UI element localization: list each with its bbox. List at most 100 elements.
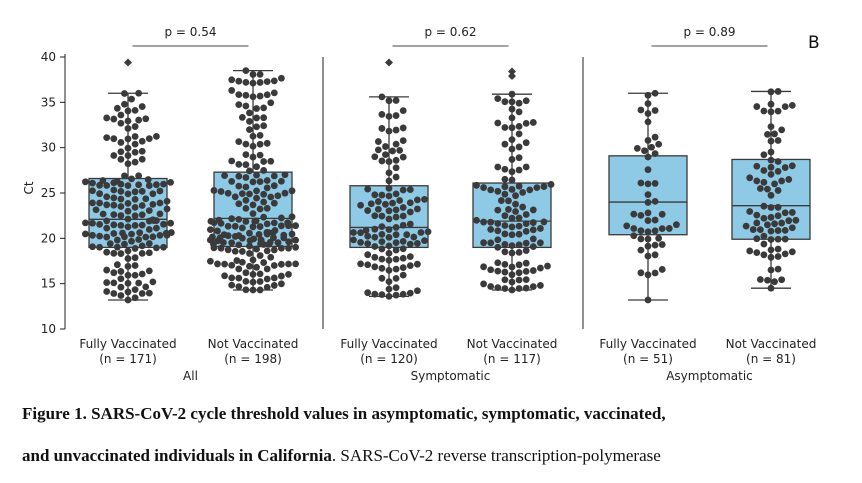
data-point bbox=[249, 71, 257, 78]
data-point bbox=[378, 125, 386, 132]
data-point bbox=[350, 229, 357, 236]
data-point bbox=[764, 130, 771, 138]
category-label: Not Vaccinated bbox=[208, 337, 299, 351]
data-point bbox=[529, 219, 537, 226]
data-point bbox=[260, 104, 268, 112]
category-count: (n = 171) bbox=[99, 352, 157, 366]
data-point bbox=[103, 201, 111, 209]
data-point bbox=[274, 239, 282, 247]
data-point bbox=[110, 135, 118, 143]
data-point bbox=[263, 220, 271, 228]
data-point bbox=[149, 216, 157, 224]
data-point bbox=[644, 242, 652, 250]
data-point bbox=[149, 233, 157, 241]
data-point bbox=[357, 229, 364, 237]
data-point bbox=[256, 70, 264, 78]
data-point bbox=[480, 184, 487, 191]
data-point bbox=[138, 187, 146, 195]
data-point bbox=[256, 252, 264, 259]
data-point bbox=[256, 223, 264, 230]
data-point bbox=[228, 87, 236, 94]
data-point bbox=[260, 158, 268, 165]
data-point bbox=[508, 223, 516, 231]
data-point bbox=[96, 243, 103, 251]
data-point bbox=[103, 217, 111, 225]
data-point bbox=[406, 289, 414, 297]
y-tick-label: 25 bbox=[41, 186, 56, 200]
data-point bbox=[292, 236, 299, 244]
data-point bbox=[131, 212, 139, 220]
data-point bbox=[242, 277, 250, 285]
data-point bbox=[124, 271, 132, 279]
outlier-marker bbox=[385, 58, 393, 67]
data-point bbox=[131, 158, 139, 166]
data-point bbox=[515, 154, 523, 162]
data-point bbox=[399, 153, 407, 161]
data-point bbox=[278, 272, 285, 280]
data-point bbox=[760, 251, 768, 259]
data-point bbox=[246, 262, 253, 270]
data-point bbox=[278, 260, 285, 268]
data-point bbox=[774, 203, 782, 211]
data-point bbox=[235, 232, 243, 239]
data-point bbox=[263, 247, 271, 255]
data-point bbox=[145, 289, 153, 297]
data-point bbox=[392, 164, 400, 172]
data-point bbox=[135, 236, 143, 243]
data-point bbox=[89, 219, 96, 227]
data-point bbox=[228, 274, 236, 282]
data-point bbox=[235, 265, 243, 273]
data-point bbox=[117, 155, 125, 163]
data-point bbox=[651, 197, 659, 205]
data-point bbox=[138, 221, 146, 229]
data-point bbox=[417, 229, 425, 236]
data-point bbox=[385, 249, 393, 257]
data-point bbox=[138, 270, 146, 278]
data-point bbox=[124, 144, 132, 152]
data-point bbox=[788, 248, 796, 256]
category-label: Not Vaccinated bbox=[467, 337, 558, 351]
data-point bbox=[153, 132, 160, 140]
data-point bbox=[778, 126, 786, 134]
data-point bbox=[280, 231, 288, 239]
data-point bbox=[235, 241, 243, 249]
data-point bbox=[110, 249, 118, 257]
data-point bbox=[396, 197, 404, 204]
data-point bbox=[522, 276, 530, 284]
data-point bbox=[767, 253, 775, 261]
category-count: (n = 51) bbox=[623, 352, 673, 366]
data-point bbox=[124, 207, 132, 215]
data-point bbox=[96, 220, 103, 228]
data-point bbox=[110, 152, 118, 159]
data-point bbox=[145, 249, 153, 257]
data-point bbox=[117, 250, 125, 257]
data-point bbox=[501, 240, 509, 248]
data-point bbox=[256, 140, 264, 148]
data-point bbox=[131, 188, 139, 196]
data-point bbox=[249, 153, 257, 161]
data-point bbox=[235, 160, 243, 168]
data-point bbox=[117, 111, 125, 119]
data-point bbox=[249, 93, 257, 101]
y-tick-label: 15 bbox=[41, 277, 56, 291]
data-point bbox=[292, 260, 299, 268]
data-point bbox=[228, 178, 236, 185]
data-point bbox=[153, 244, 160, 252]
data-point bbox=[774, 235, 782, 243]
data-point bbox=[256, 286, 264, 294]
data-point bbox=[385, 184, 393, 192]
data-point bbox=[96, 181, 103, 189]
data-point bbox=[760, 151, 768, 159]
data-point bbox=[160, 220, 167, 228]
data-point bbox=[399, 221, 407, 229]
data-point bbox=[385, 169, 393, 177]
data-point bbox=[263, 204, 271, 212]
data-point bbox=[651, 227, 659, 235]
data-point bbox=[487, 226, 495, 233]
data-point bbox=[124, 160, 132, 168]
data-point bbox=[494, 267, 502, 275]
data-point bbox=[399, 245, 407, 253]
p-value-label: p = 0.62 bbox=[424, 25, 476, 39]
data-point bbox=[774, 187, 782, 194]
caption-title-part-1: Figure 1. SARS-CoV-2 cycle threshold val… bbox=[22, 404, 666, 423]
